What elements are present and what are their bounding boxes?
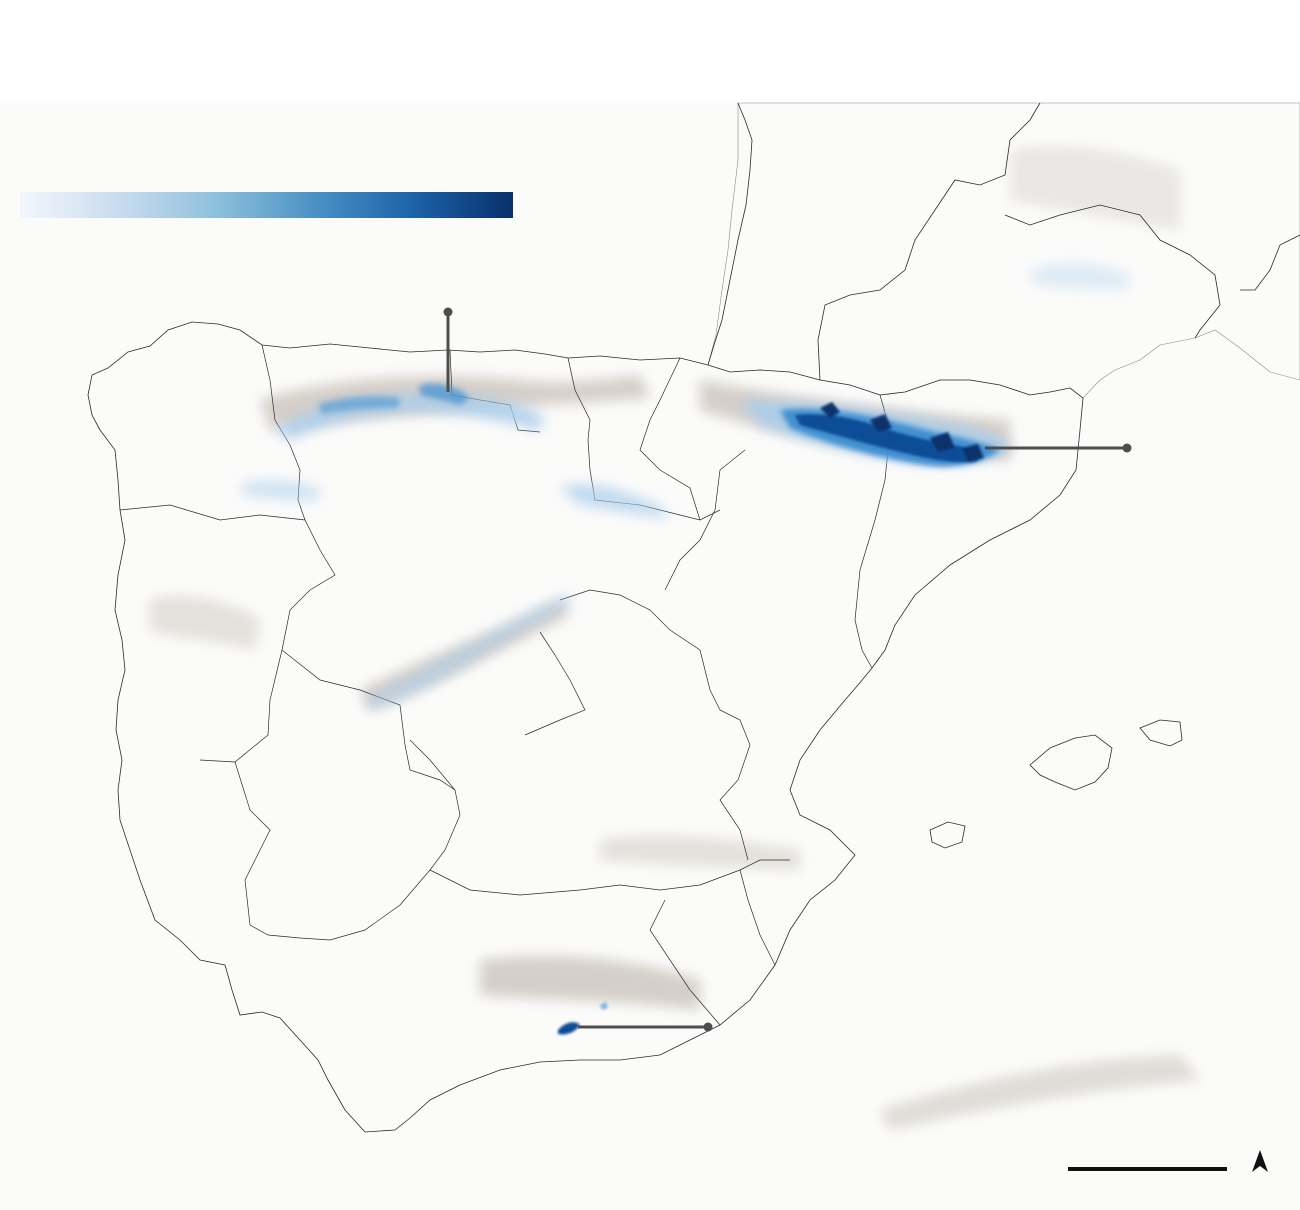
iberian-peninsula [87,321,1084,1133]
callout-pyrenees [985,443,1132,453]
ibiza-island [929,821,966,849]
menorca-island [1139,719,1183,747]
header-band [0,0,1300,103]
biscay-coastline [707,102,753,366]
snow-cover [240,263,1130,1035]
callout-cantabrian-mountains [443,307,453,392]
snow-depth-legend-bar [20,192,513,218]
country-borders [817,102,1300,381]
north-arrow-icon [1252,1150,1268,1172]
mallorca-island [1029,734,1113,791]
callout-sierra-nevada [578,1022,713,1032]
